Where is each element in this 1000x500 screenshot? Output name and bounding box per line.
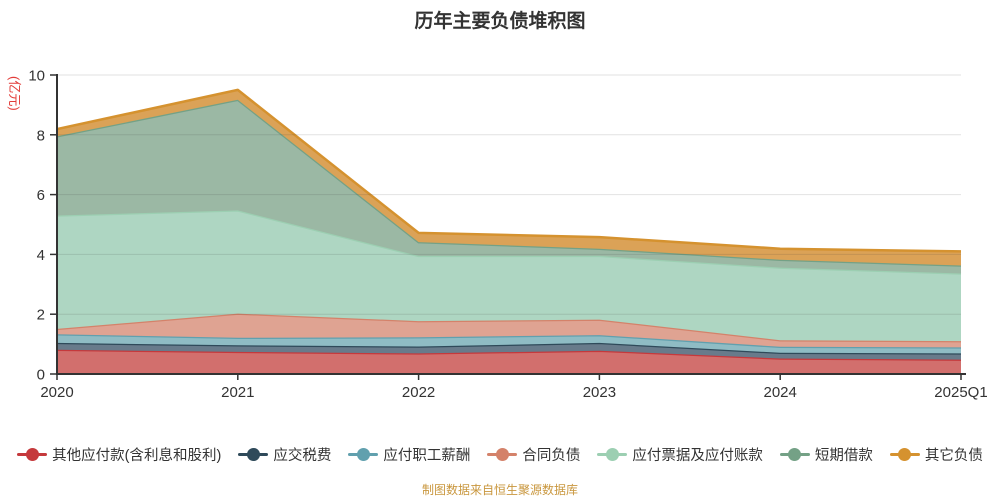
legend-label: 其他应付款(含利息和股利): [52, 448, 222, 464]
legend-label: 合同负债: [522, 448, 581, 464]
y-tick-label-8: 8: [37, 127, 45, 144]
chart-title: 历年主要负债堆积图: [414, 11, 586, 32]
area-band-2: [57, 334, 961, 354]
area-band-6: [57, 89, 961, 266]
legend-line-dot-icon: [889, 448, 920, 462]
legend-label: 应付职工薪酬: [383, 448, 471, 464]
y-tick-label-4: 4: [37, 247, 45, 264]
legend-item-5[interactable]: 短期借款: [779, 444, 873, 465]
series-line-1: [56, 341, 962, 355]
legend-item-6[interactable]: 其它负债: [889, 444, 983, 465]
chart-legend: 其他应付款(含利息和股利) 应交税费 应付职工薪酬 合同负债 应付票据及应付账款 短期借款…: [0, 444, 1000, 465]
y-tick-label-0: 0: [37, 367, 45, 384]
data-source-note: 制图数据来自恒生聚源数据库: [421, 483, 578, 497]
area-band-1: [57, 342, 961, 360]
legend-label: 短期借款: [814, 448, 873, 464]
y-tick-label-10: 10: [28, 68, 45, 85]
legend-line-dot-icon: [779, 448, 810, 462]
legend-line-dot-icon: [238, 448, 269, 462]
x-tick-label-2024: 2024: [764, 384, 797, 401]
legend-item-4[interactable]: 应付票据及应付账款: [597, 444, 763, 465]
legend-item-3[interactable]: 合同负债: [487, 444, 580, 465]
legend-item-1[interactable]: 应交税费: [238, 444, 331, 465]
legend-label: 应交税费: [273, 448, 332, 464]
area-band-0: [57, 349, 961, 374]
legend-line-dot-icon: [348, 448, 379, 462]
legend-item-2[interactable]: 应付职工薪酬: [348, 444, 470, 465]
x-tick-label-2022: 2022: [402, 384, 435, 401]
legend-line-dot-icon: [17, 448, 48, 462]
legend-label: 应付票据及应付账款: [632, 448, 763, 464]
area-band-4: [57, 210, 961, 342]
y-tick-label-6: 6: [37, 187, 45, 204]
area-band-3: [57, 313, 961, 348]
x-tick-label-2025Q1: 2025Q1: [934, 384, 987, 401]
legend-line-dot-icon: [597, 448, 628, 462]
series-line-6: [56, 88, 962, 253]
x-tick-label-2020: 2020: [40, 384, 73, 401]
legend-line-dot-icon: [487, 448, 518, 462]
area-band-5: [57, 99, 961, 274]
legend-item-0[interactable]: 其他应付款(含利息和股利): [17, 444, 221, 465]
x-tick-label-2021: 2021: [221, 384, 254, 401]
y-tick-label-2: 2: [37, 307, 45, 324]
x-tick-label-2023: 2023: [583, 384, 616, 401]
legend-label: 其它负债: [924, 448, 983, 464]
